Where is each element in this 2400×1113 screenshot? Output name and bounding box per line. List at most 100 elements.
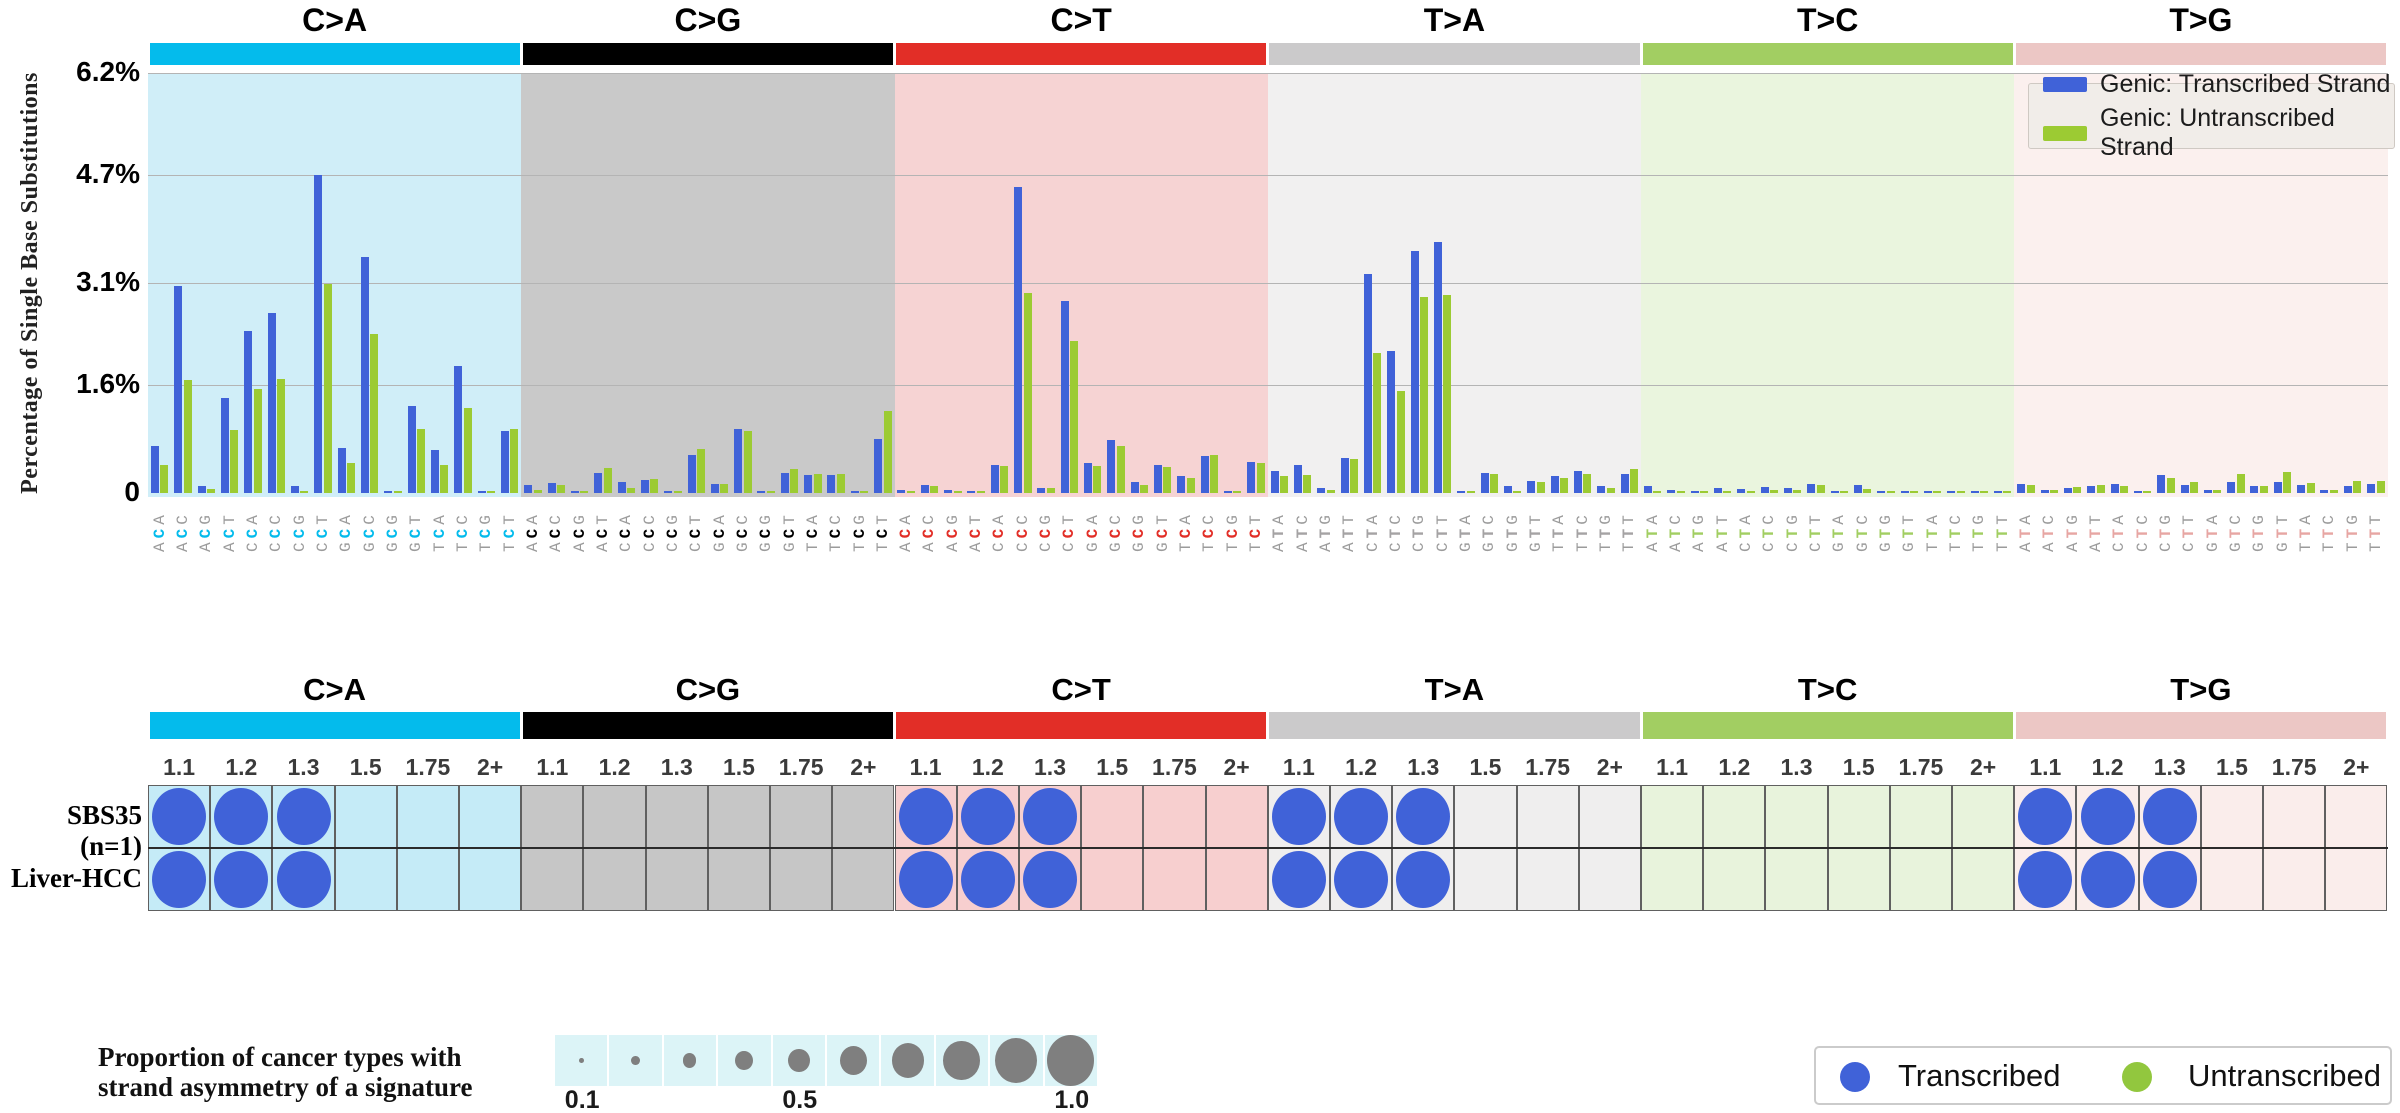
bar-T>A-CTT-untranscribed (1443, 294, 1452, 493)
bubble-tick-1.0: 1.0 (1054, 1086, 1090, 1113)
matrix-cell-T>C-1.5-row0 (1827, 785, 1890, 848)
bar-C>G-TCG-transcribed (850, 491, 859, 493)
x-label-C>A-CCT: CCT (313, 511, 332, 552)
bar-C>A-GCT-transcribed (407, 406, 416, 493)
bar-T>G-ATC-untranscribed (2049, 490, 2058, 493)
bar-C>T-ACG-untranscribed (953, 490, 962, 493)
bar-T>A-ATA-untranscribed (1280, 476, 1289, 493)
bar-T>G-TTG-transcribed (2343, 485, 2352, 493)
bar-T>C-TTC-transcribed (1947, 490, 1956, 493)
x-label-C>A-TCT: TCT (500, 511, 519, 552)
matrix-dot-T>G-1.3-row1 (2142, 851, 2197, 908)
bar-C>T-CCT-untranscribed (1070, 341, 1079, 493)
section-background-T>A (1267, 73, 1641, 497)
matrix-cell-C>G-1.5-row0 (707, 785, 771, 848)
section-header-bar-C>A (149, 43, 520, 65)
bar-C>T-TCG-untranscribed (1233, 490, 1242, 493)
bubble-dot-6 (891, 1043, 924, 1078)
x-label-C>A-TCC: TCC (453, 511, 472, 552)
matrix-column-header-C>T-1.5: 1.5 (1096, 754, 1129, 780)
bar-C>A-ACG-transcribed (197, 486, 206, 493)
bar-T>A-CTC-untranscribed (1396, 391, 1405, 493)
matrix-cell-C>G-1.1-row1 (521, 848, 584, 911)
matrix-column-header-T>G-1.2: 1.2 (2091, 754, 2124, 780)
bar-T>G-GTC-transcribed (2227, 482, 2236, 493)
matrix-dot-C>T-1.1-row0 (898, 788, 953, 845)
matrix-cell-T>A-1.5-row1 (1454, 848, 1517, 911)
matrix-column-header-C>A-1.1: 1.1 (163, 754, 196, 780)
matrix-cell-C>G-1.3-row0 (645, 785, 708, 848)
matrix-column-header-T>A-1.3: 1.3 (1407, 754, 1440, 780)
x-label-C>A-GCG: GCG (383, 511, 402, 552)
x-label-T>G-CTT: CTT (2180, 511, 2199, 552)
x-label-T>G-TTA: TTA (2296, 511, 2315, 552)
matrix-cell-T>C-1.1-row1 (1641, 848, 1704, 911)
bar-T>C-GTA-untranscribed (1839, 490, 1848, 493)
bar-T>G-CTG-transcribed (2157, 474, 2166, 493)
bar-T>G-ATG-transcribed (2063, 488, 2072, 493)
bar-T>C-TTG-untranscribed (1979, 491, 1988, 493)
legend-item-transcribed: Genic: Transcribed Strand (2043, 70, 2394, 99)
bar-T>C-GTT-transcribed (1900, 491, 1909, 493)
bubble-cell-2 (663, 1035, 717, 1086)
bar-T>A-ATC-transcribed (1294, 464, 1303, 493)
matrix-cell-T>C-1.3-row0 (1765, 785, 1828, 848)
bar-C>A-GCA-transcribed (337, 448, 346, 493)
bar-C>G-ACT-transcribed (594, 472, 603, 493)
matrix-cell-T>C-1.1-row0 (1641, 785, 1704, 848)
bar-C>G-ACC-transcribed (547, 482, 556, 493)
matrix-dot-C>A-1.2-row0 (214, 788, 269, 845)
bar-C>T-CCA-untranscribed (1000, 465, 1009, 493)
bar-T>G-TTC-untranscribed (2329, 489, 2338, 493)
bar-C>T-TCC-transcribed (1200, 455, 1209, 493)
bar-T>G-CTT-untranscribed (2189, 482, 2198, 493)
x-label-C>A-GCA: GCA (337, 511, 356, 552)
section-label-C>A: C>A (302, 2, 368, 38)
x-label-T>G-CTC: CTC (2133, 511, 2152, 552)
section-background-T>C (1641, 73, 2015, 497)
x-label-C>T-ACG: ACG (943, 511, 962, 552)
bar-T>G-GTG-transcribed (2250, 485, 2259, 493)
bar-C>T-ACT-transcribed (967, 490, 976, 493)
x-label-T>G-ATA: ATA (2016, 511, 2035, 552)
matrix-section-label-C>A: C>A (303, 672, 367, 707)
x-label-C>A-GCC: GCC (360, 511, 379, 552)
matrix-section-label-C>T: C>T (1051, 672, 1111, 707)
bar-T>C-CTT-untranscribed (1816, 484, 1825, 493)
bar-T>C-TTG-transcribed (1970, 491, 1979, 493)
bubble-cell-7 (935, 1035, 989, 1086)
matrix-dot-C>A-1.1-row1 (152, 851, 207, 908)
x-label-C>T-TCG: TCG (1223, 511, 1242, 552)
x-label-T>A-CTT: CTT (1433, 511, 1452, 552)
bar-C>G-TCT-transcribed (874, 438, 883, 493)
x-label-T>G-GTA: GTA (2203, 511, 2222, 552)
strand-legend-label: Transcribed (1898, 1058, 2061, 1093)
x-label-C>A-ACG: ACG (197, 511, 216, 552)
x-label-T>A-ATG: ATG (1317, 511, 1336, 552)
bar-C>A-CCC-transcribed (267, 313, 276, 493)
matrix-cell-T>A-1.5-row0 (1454, 785, 1517, 848)
matrix-column-header-C>A-1.2: 1.2 (225, 754, 258, 780)
matrix-cell-T>G-1.5-row0 (2200, 785, 2264, 848)
x-label-C>A-TCG: TCG (477, 511, 496, 552)
bar-C>G-GCC-untranscribed (743, 431, 752, 493)
bar-T>G-GTC-untranscribed (2236, 474, 2245, 493)
matrix-cell-C>T-1.5-row0 (1081, 785, 1144, 848)
bar-T>C-ATC-transcribed (1667, 490, 1676, 493)
bubble-cell-0 (555, 1035, 608, 1086)
bar-C>A-GCC-transcribed (360, 257, 369, 493)
matrix-column-header-C>A-2+: 2+ (477, 754, 504, 780)
matrix-section-label-C>G: C>G (675, 672, 741, 707)
x-label-T>C-ATG: ATG (1690, 511, 1709, 552)
matrix-dot-T>A-1.2-row1 (1334, 851, 1389, 908)
bubble-dot-3 (735, 1050, 754, 1071)
section-label-T>C: T>C (1796, 2, 1859, 38)
bar-C>T-TCG-transcribed (1224, 490, 1233, 493)
bar-C>T-CCG-untranscribed (1046, 488, 1055, 493)
matrix-header-bar-C>G (522, 712, 893, 739)
bar-C>T-ACC-transcribed (920, 484, 929, 493)
matrix-cell-T>C-1.5-row1 (1827, 848, 1890, 911)
bar-T>A-TTC-untranscribed (1583, 474, 1592, 493)
bar-T>C-TTT-transcribed (1993, 490, 2002, 493)
bar-C>T-GCG-untranscribed (1140, 484, 1149, 493)
